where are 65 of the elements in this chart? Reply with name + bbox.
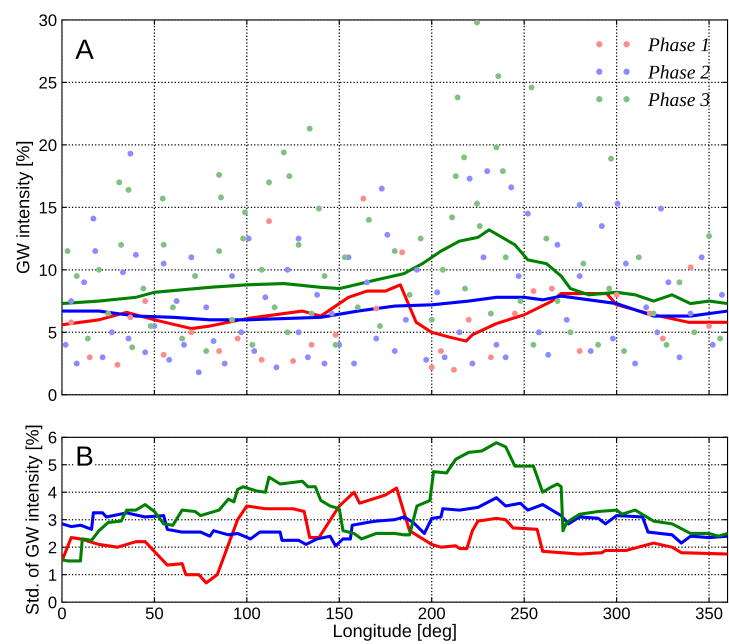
line-series — [62, 496, 728, 548]
line-series — [62, 228, 728, 306]
point — [332, 332, 339, 338]
point — [188, 329, 194, 336]
x-tick-label: 300 — [603, 607, 630, 620]
point — [360, 196, 366, 202]
x-tick-label: 200 — [418, 607, 445, 620]
point — [706, 323, 712, 330]
y-tick-label: 4 — [48, 486, 57, 498]
x-tick-label: 100 — [234, 607, 260, 620]
x-tick-label: 50 — [146, 607, 164, 620]
y-tick-label: 0 — [48, 389, 56, 401]
y-tick-label: 6 — [48, 432, 56, 444]
y-tick-label: 3 — [48, 514, 56, 526]
point — [86, 354, 93, 360]
point — [614, 292, 620, 298]
y-tick-label: 5 — [48, 459, 56, 471]
point — [266, 218, 272, 224]
point — [548, 286, 555, 292]
point — [258, 356, 265, 363]
y-tick-label: 2 — [48, 542, 56, 554]
legend-label: Phase 3 — [648, 92, 710, 106]
y-tick-label: 10 — [40, 264, 56, 276]
point — [660, 336, 666, 342]
point — [290, 358, 296, 364]
legend-label: Phase 2 — [648, 65, 710, 79]
point — [308, 342, 315, 348]
point — [68, 319, 74, 326]
point — [488, 354, 494, 360]
y-tick-label: 30 — [39, 14, 56, 26]
point — [512, 310, 518, 317]
point — [450, 366, 457, 373]
point — [530, 288, 536, 294]
line-series — [62, 486, 728, 584]
x-tick-label: 350 — [696, 607, 722, 620]
x-axis-title: Longitude [deg] — [334, 624, 456, 641]
point — [216, 348, 222, 354]
y-axis-title: GW intensity [%] — [16, 142, 34, 274]
point — [438, 348, 444, 354]
line-series — [62, 441, 728, 562]
annotation: A — [75, 40, 94, 59]
y-tick-label: 15 — [40, 202, 56, 214]
point — [373, 306, 380, 312]
x-tick-label: 250 — [511, 607, 538, 620]
point — [466, 316, 472, 323]
x-tick-label: 150 — [326, 607, 353, 620]
line-series — [62, 294, 728, 322]
legend-label: Phase 1 — [648, 38, 708, 52]
point — [428, 364, 435, 370]
y-tick-label: 25 — [39, 76, 56, 89]
y-tick-label: 20 — [39, 139, 56, 152]
point — [688, 264, 694, 270]
point — [576, 348, 583, 354]
point — [160, 352, 167, 358]
point — [399, 249, 406, 256]
y-tick-label: 5 — [48, 326, 56, 339]
y-axis-title: Std. of GW intensity [%] — [25, 426, 42, 614]
point — [142, 298, 148, 304]
x-tick-label: 0 — [58, 607, 66, 620]
annotation: B — [78, 446, 92, 466]
point — [234, 336, 241, 342]
point — [114, 362, 120, 368]
y-tick-label: 0 — [48, 596, 56, 608]
point — [127, 314, 134, 320]
y-tick-label: 1 — [49, 569, 56, 581]
